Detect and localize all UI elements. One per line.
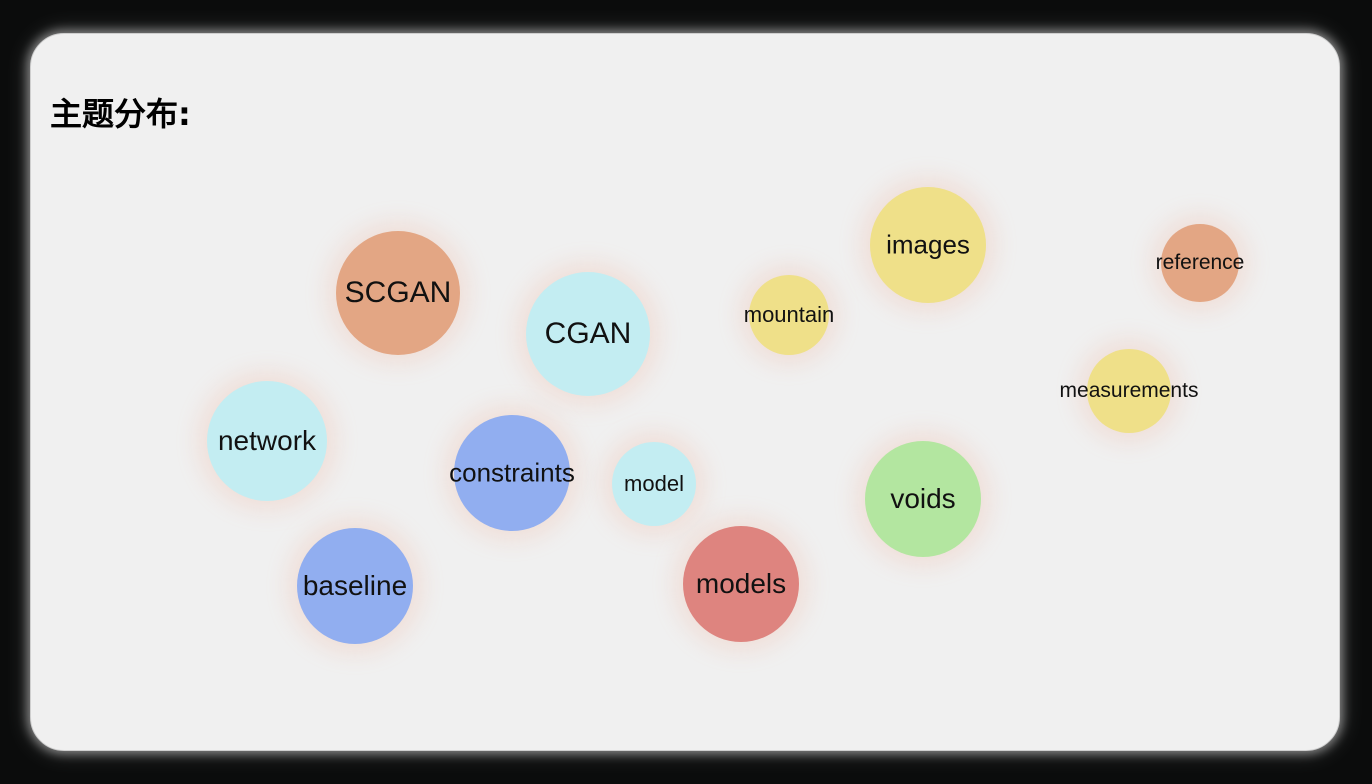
- topic-bubble-models[interactable]: [683, 526, 799, 642]
- topic-bubble-measurements[interactable]: [1087, 349, 1171, 433]
- panel-title: 主题分布:: [50, 95, 191, 133]
- topic-bubble-images[interactable]: [870, 187, 986, 303]
- topic-bubble-network[interactable]: [207, 381, 327, 501]
- topic-distribution-card: 主题分布: SCGAN CGAN network constraints model ba…: [30, 33, 1340, 751]
- topic-bubble-model[interactable]: [612, 442, 696, 526]
- topic-bubble-baseline[interactable]: [297, 528, 413, 644]
- topic-bubble-mountain[interactable]: [749, 275, 829, 355]
- topic-bubble-reference[interactable]: [1161, 224, 1239, 302]
- topic-bubble-chart: SCGAN CGAN network constraints model baseline…: [31, 34, 1339, 750]
- topic-bubble-constraints[interactable]: [454, 415, 570, 531]
- topic-bubble-cgan[interactable]: [526, 272, 650, 396]
- topic-bubble-scgan[interactable]: [336, 231, 460, 355]
- topic-bubble-voids[interactable]: [865, 441, 981, 557]
